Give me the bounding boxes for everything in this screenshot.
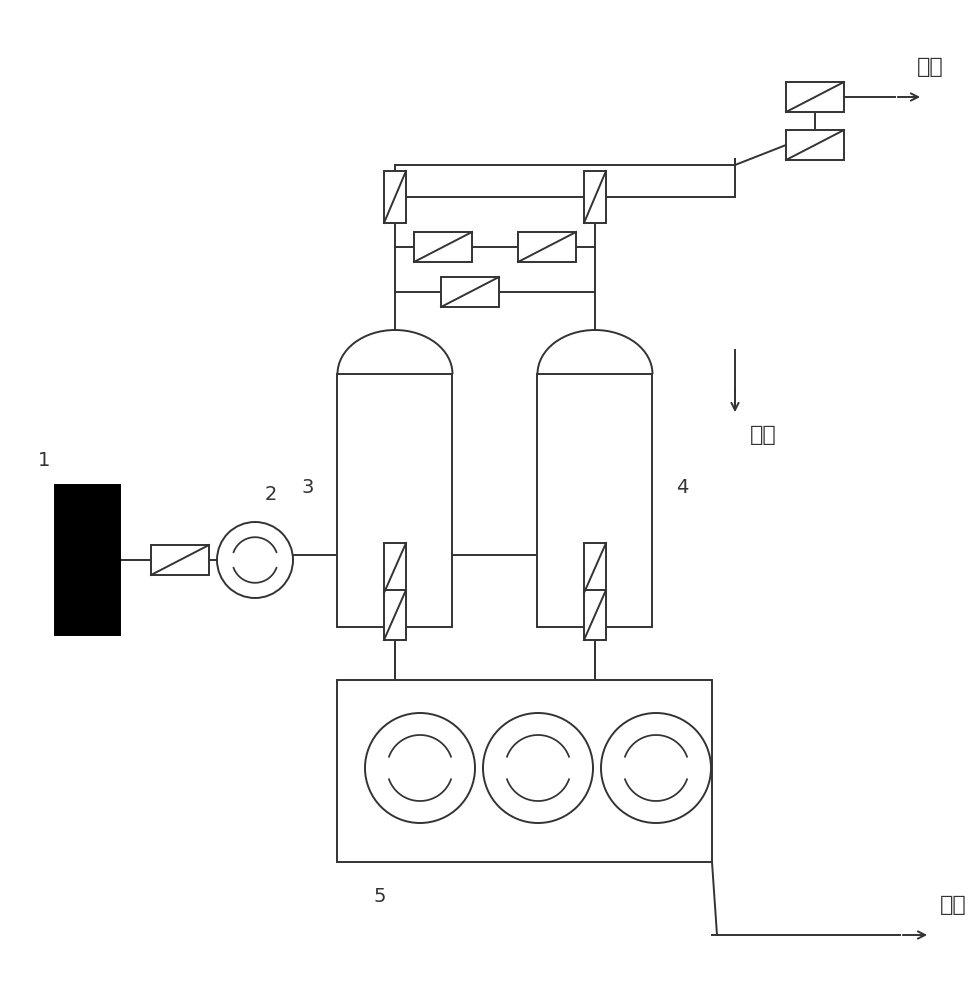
- Bar: [584, 543, 605, 593]
- Text: 1: 1: [37, 451, 50, 470]
- Bar: [584, 171, 605, 223]
- Circle shape: [365, 713, 474, 823]
- Text: 放空: 放空: [915, 57, 943, 77]
- Text: 4: 4: [675, 478, 688, 497]
- Bar: [383, 543, 406, 593]
- Bar: [337, 374, 452, 627]
- Bar: [517, 232, 575, 262]
- Text: 2: 2: [265, 485, 277, 504]
- Circle shape: [600, 713, 710, 823]
- Text: 用户: 用户: [749, 425, 776, 445]
- Bar: [537, 374, 651, 627]
- Bar: [336, 680, 711, 862]
- Text: 放空: 放空: [939, 895, 965, 915]
- Bar: [785, 130, 843, 160]
- Bar: [414, 232, 471, 262]
- Bar: [151, 545, 208, 575]
- Text: 5: 5: [374, 887, 386, 906]
- Text: 3: 3: [301, 478, 314, 497]
- Bar: [383, 171, 406, 223]
- Circle shape: [482, 713, 593, 823]
- Bar: [785, 82, 843, 112]
- Circle shape: [217, 522, 292, 598]
- Bar: [383, 590, 406, 640]
- Bar: [55, 485, 120, 635]
- Bar: [584, 590, 605, 640]
- Bar: [440, 277, 499, 307]
